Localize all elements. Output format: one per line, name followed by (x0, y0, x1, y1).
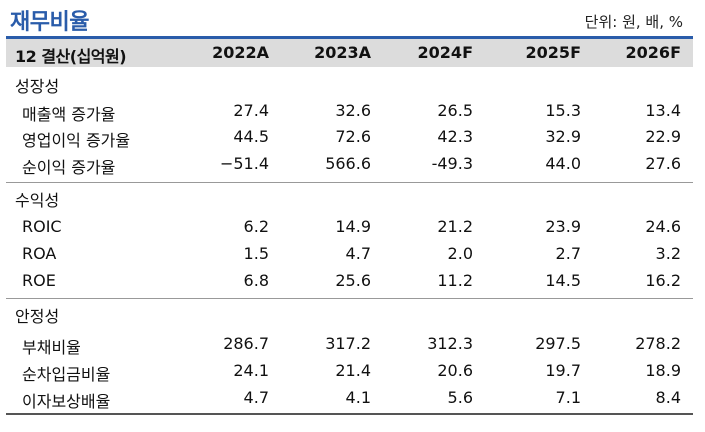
cell: 566.6 (325, 154, 371, 173)
cell: 278.2 (635, 334, 681, 353)
cell: 2.7 (555, 244, 581, 263)
row-label: ROE (22, 271, 56, 290)
cell: 44.0 (545, 154, 581, 173)
cell: 44.5 (233, 127, 269, 146)
section-divider (6, 298, 693, 299)
header-col-2022a: 2022A (212, 43, 269, 62)
cell: 32.6 (335, 101, 371, 120)
header-col-2025f: 2025F (525, 43, 581, 62)
row-label: ROIC (22, 217, 62, 236)
row-label: 순이익 증가율 (22, 158, 116, 177)
cell: 24.6 (645, 217, 681, 236)
cell: 19.7 (545, 361, 581, 380)
cell: 8.4 (655, 388, 681, 407)
cell: 24.1 (233, 361, 269, 380)
row-label: 매출액 증가율 (22, 105, 116, 124)
header-col-2024f: 2024F (417, 43, 473, 62)
cell: 4.7 (243, 388, 269, 407)
row-label: 영업이익 증가율 (22, 131, 131, 150)
cell: 20.6 (437, 361, 473, 380)
header-col-2023a: 2023A (314, 43, 371, 62)
table-header: 12 결산(십억원) 2022A 2023A 2024F 2025F 2026F (6, 39, 693, 67)
cell: 18.9 (645, 361, 681, 380)
cell: -49.3 (431, 154, 473, 173)
table-row: 순이익 증가율 −51.4 566.6 -49.3 44.0 27.6 (6, 151, 693, 177)
cell: 21.4 (335, 361, 371, 380)
cell: 6.8 (243, 271, 269, 290)
cell: 1.5 (243, 244, 269, 263)
cell: 14.9 (335, 217, 371, 236)
table-row: ROA 1.5 4.7 2.0 2.7 3.2 (6, 241, 693, 267)
cell: 25.6 (335, 271, 371, 290)
cell: 297.5 (535, 334, 581, 353)
cell: 22.9 (645, 127, 681, 146)
table-row: 이자보상배율 4.7 4.1 5.6 7.1 8.4 (6, 385, 693, 411)
cell: 13.4 (645, 101, 681, 120)
row-label: 순차입금비율 (22, 365, 111, 384)
table-row: 부채비율 286.7 317.2 312.3 297.5 278.2 (6, 331, 693, 357)
cell: 7.1 (555, 388, 581, 407)
cell: 11.2 (437, 271, 473, 290)
section-title: 수익성 (15, 191, 60, 210)
header-col-2026f: 2026F (625, 43, 681, 62)
cell: 23.9 (545, 217, 581, 236)
table-row: ROIC 6.2 14.9 21.2 23.9 24.6 (6, 214, 693, 240)
cell: 312.3 (427, 334, 473, 353)
cell: 21.2 (437, 217, 473, 236)
cell: 3.2 (655, 244, 681, 263)
row-label: 부채비율 (22, 338, 81, 357)
cell: 27.6 (645, 154, 681, 173)
cell: 6.2 (243, 217, 269, 236)
cell: 16.2 (645, 271, 681, 290)
unit-note: 단위: 원, 배, % (584, 13, 683, 31)
cell: 4.1 (345, 388, 371, 407)
cell: 42.3 (437, 127, 473, 146)
cell: 286.7 (223, 334, 269, 353)
section-title: 성장성 (15, 77, 60, 96)
header-label: 12 결산(십억원) (15, 47, 127, 66)
table-row: ROE 6.8 25.6 11.2 14.5 16.2 (6, 268, 693, 294)
cell: 5.6 (447, 388, 473, 407)
cell: 2.0 (447, 244, 473, 263)
row-label: ROA (22, 244, 57, 263)
cell: 72.6 (335, 127, 371, 146)
section-title: 안정성 (15, 307, 60, 326)
table-row: 영업이익 증가율 44.5 72.6 42.3 32.9 22.9 (6, 124, 693, 150)
cell: 26.5 (437, 101, 473, 120)
cell: 15.3 (545, 101, 581, 120)
row-label: 이자보상배율 (22, 392, 111, 411)
cell: 317.2 (325, 334, 371, 353)
cell: 4.7 (345, 244, 371, 263)
section-divider (6, 182, 693, 183)
cell: 14.5 (545, 271, 581, 290)
table-row: 매출액 증가율 27.4 32.6 26.5 15.3 13.4 (6, 98, 693, 124)
cell: 32.9 (545, 127, 581, 146)
table-row: 순차입금비율 24.1 21.4 20.6 19.7 18.9 (6, 358, 693, 384)
cell: −51.4 (219, 154, 269, 173)
table-bottom-rule (6, 413, 693, 415)
title-rule (6, 36, 693, 39)
table-title: 재무비율 (10, 10, 89, 35)
cell: 27.4 (233, 101, 269, 120)
